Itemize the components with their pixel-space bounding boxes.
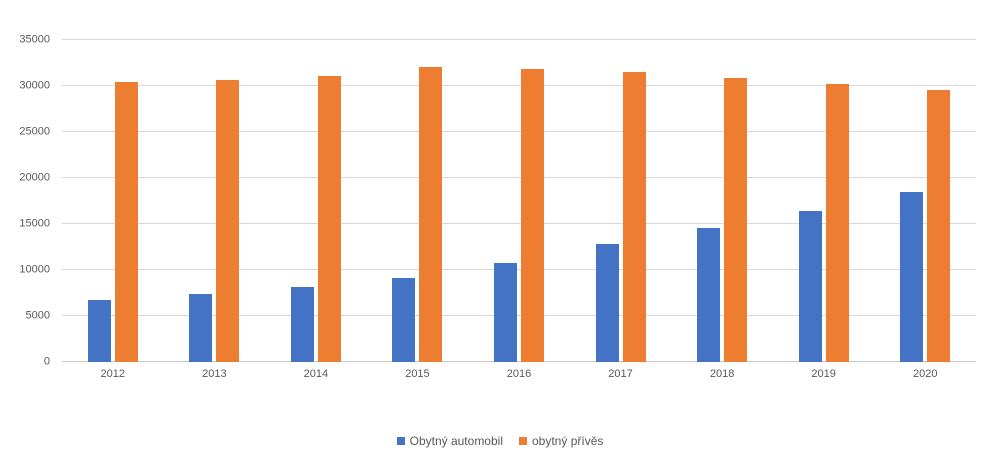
bar-obytny-prives-2014 — [317, 75, 341, 362]
y-axis-tick-label: 5000 — [25, 309, 50, 322]
gridline-5000 — [62, 315, 976, 316]
x-axis-label-2015: 2015 — [405, 368, 430, 380]
category-slot-2020 — [874, 40, 976, 362]
category-slot-2015 — [367, 40, 469, 362]
bar-obytny-automobil-2013 — [189, 293, 213, 362]
category-slot-2018 — [671, 40, 773, 362]
bar-obytny-prives-2019 — [825, 84, 849, 362]
y-axis-tick-label: 30000 — [19, 79, 50, 92]
x-axis-line — [62, 361, 976, 362]
y-axis-tick-label: 10000 — [19, 263, 50, 276]
category-slot-2014 — [265, 40, 367, 362]
x-axis-label-2013: 2013 — [202, 368, 227, 380]
bar-obytny-automobil-2014 — [290, 287, 314, 362]
bar-obytny-prives-2015 — [419, 66, 443, 362]
y-axis: 0 5000 10000 15000 20000 25000 30000 35000 — [0, 34, 50, 367]
legend-label-obytny-automobil: Obytný automobil — [409, 434, 503, 448]
bar-obytny-prives-2020 — [927, 89, 951, 362]
bar-obytny-automobil-2020 — [900, 192, 924, 362]
bar-obytny-automobil-2016 — [493, 263, 517, 362]
gridline-35000 — [62, 39, 976, 40]
bar-obytny-prives-2018 — [724, 77, 748, 362]
gridline-25000 — [62, 131, 976, 132]
y-axis-tick-label: 25000 — [19, 125, 50, 138]
category-slot-2019 — [773, 40, 875, 362]
gridline-10000 — [62, 269, 976, 270]
plot-area — [62, 39, 976, 362]
y-axis-tick-label: 0 — [43, 355, 50, 368]
bar-obytny-automobil-2012 — [87, 300, 111, 362]
bar-obytny-automobil-2018 — [697, 227, 721, 362]
category-slot-2016 — [468, 40, 570, 362]
bar-obytny-prives-2016 — [520, 68, 544, 362]
legend: Obytný automobil obytný přívěs — [0, 434, 1000, 448]
gridline-20000 — [62, 177, 976, 178]
legend-swatch-icon — [396, 437, 405, 445]
x-axis-label-2016: 2016 — [506, 368, 532, 380]
category-slot-2013 — [164, 40, 266, 362]
x-axis-label-2018: 2018 — [709, 368, 735, 380]
x-axis-label-2019: 2019 — [811, 368, 836, 380]
bar-obytny-automobil-2017 — [595, 244, 619, 362]
x-axis: 2012 2013 2014 2015 2016 2017 2018 2019 2020 — [62, 368, 976, 382]
bar-obytny-prives-2013 — [216, 80, 240, 362]
x-axis-label-2014: 2014 — [303, 368, 329, 380]
legend-label-obytny-prives: obytný přívěs — [532, 434, 604, 448]
bar-obytny-automobil-2019 — [798, 210, 822, 362]
bar-obytny-prives-2012 — [114, 82, 138, 362]
legend-item-obytny-automobil: Obytný automobil — [396, 434, 503, 448]
bar-obytny-prives-2017 — [622, 72, 646, 362]
y-axis-tick-label: 20000 — [19, 171, 50, 184]
y-axis-tick-label: 35000 — [19, 33, 50, 46]
x-axis-label-2012: 2012 — [100, 368, 126, 380]
category-slot-2017 — [570, 40, 672, 362]
legend-item-obytny-prives: obytný přívěs — [519, 434, 603, 448]
y-axis-tick-label: 15000 — [19, 217, 50, 230]
gridline-30000 — [62, 85, 976, 86]
bar-obytny-automobil-2015 — [392, 277, 416, 362]
gridline-15000 — [62, 223, 976, 224]
x-axis-label-2020: 2020 — [912, 368, 938, 380]
legend-swatch-icon — [519, 437, 527, 445]
x-axis-label-2017: 2017 — [608, 368, 633, 380]
category-slot-2012 — [62, 40, 164, 362]
